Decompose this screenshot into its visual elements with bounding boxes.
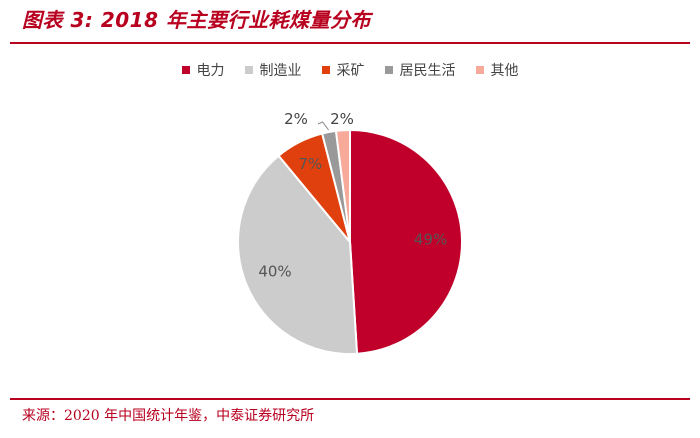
legend-item-manufacturing: 制造业: [244, 60, 302, 80]
legend-label: 其他: [490, 63, 519, 79]
pie-slice-manufacturing: [237, 154, 359, 355]
chart-legend: 电力 制造业 采矿 居民生活 其他: [0, 58, 700, 82]
data-label-other: 2%: [330, 110, 354, 128]
legend-label: 电力: [196, 63, 225, 79]
legend-item-mining: 采矿: [321, 60, 365, 80]
figure-title: 图表 3: 2018 年主要行业耗煤量分布: [22, 8, 371, 32]
data-label-mining: 7%: [298, 155, 322, 173]
legend-swatch: [475, 66, 484, 74]
legend-label: 制造业: [259, 63, 302, 79]
footer-divider: [10, 398, 690, 400]
legend-swatch: [384, 66, 393, 74]
legend-label: 采矿: [336, 63, 365, 79]
data-label-power: 49%: [414, 231, 447, 249]
data-label-manufacturing: 40%: [258, 263, 291, 281]
source-note: 来源：2020 年中国统计年鉴，中泰证券研究所: [22, 408, 315, 424]
legend-item-residential: 居民生活: [384, 60, 456, 80]
pie-slice-other: [334, 128, 351, 243]
legend-item-other: 其他: [475, 60, 519, 80]
data-label-residential: 2%: [284, 110, 308, 128]
leader-line-residential: [317, 121, 330, 131]
legend-swatch: [181, 66, 190, 74]
title-divider: [10, 42, 690, 44]
legend-label: 居民生活: [399, 63, 456, 79]
legend-item-power: 电力: [181, 60, 225, 80]
legend-swatch: [321, 66, 330, 74]
legend-swatch: [244, 66, 253, 74]
pie-slice-power: [349, 128, 463, 355]
